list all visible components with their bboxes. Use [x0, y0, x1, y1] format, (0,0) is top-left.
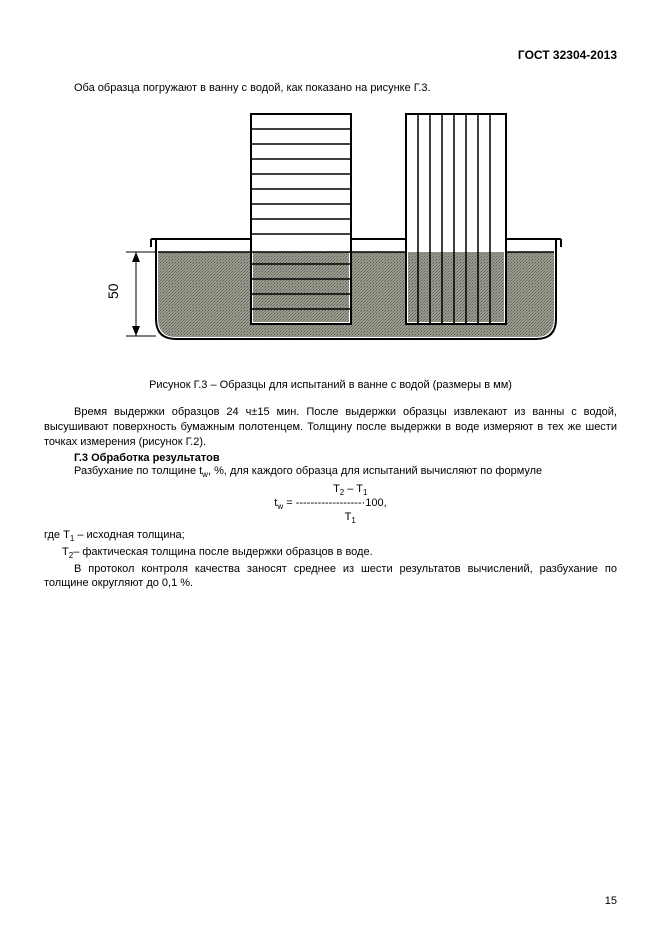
lhs-eq: =	[283, 497, 296, 509]
section-heading-g3: Г.3 Обработка результатов	[74, 452, 617, 464]
dashline: ------------------	[296, 497, 362, 509]
den-sub: 1	[351, 516, 355, 525]
where2-pref: T	[62, 546, 69, 558]
where2-suf: – фактическая толщина после выдержки обр…	[73, 546, 372, 558]
figure-g3: 50	[44, 104, 617, 369]
num-b: T	[356, 483, 363, 495]
dimension-50-label: 50	[105, 283, 121, 299]
num-a: T	[333, 483, 340, 495]
intro-paragraph: Оба образца погружают в ванну с водой, к…	[44, 82, 617, 94]
where1-pref: где T	[44, 529, 70, 541]
paragraph-exposure: Время выдержки образцов 24 ч±15 мин. Пос…	[44, 405, 617, 450]
p2-prefix: Разбухание по толщине t	[74, 465, 202, 477]
num-minus: –	[344, 483, 356, 495]
document-code: ГОСТ 32304-2013	[44, 48, 617, 62]
page-number: 15	[605, 895, 617, 907]
paragraph-formula-intro: Разбухание по толщине tw, %, для каждого…	[44, 464, 617, 481]
where1-suf: – исходная толщина;	[74, 529, 184, 541]
paragraph-protocol: В протокол контроля качества заносят сре…	[44, 562, 617, 592]
num-b-sub: 1	[363, 488, 367, 497]
bath-diagram-svg: 50	[96, 104, 566, 364]
formula-tw: T2 – T1 tw = ------------------·100, T1	[44, 483, 617, 526]
p2-suffix: , %, для каждого образца для испытаний в…	[208, 465, 542, 477]
where-line-1: где T1 – исходная толщина;	[44, 528, 617, 545]
formula-tail: ·100,	[362, 497, 387, 509]
figure-caption: Рисунок Г.3 – Образцы для испытаний в ва…	[44, 379, 617, 391]
where-line-2: T2– фактическая толщина после выдержки о…	[44, 545, 617, 562]
